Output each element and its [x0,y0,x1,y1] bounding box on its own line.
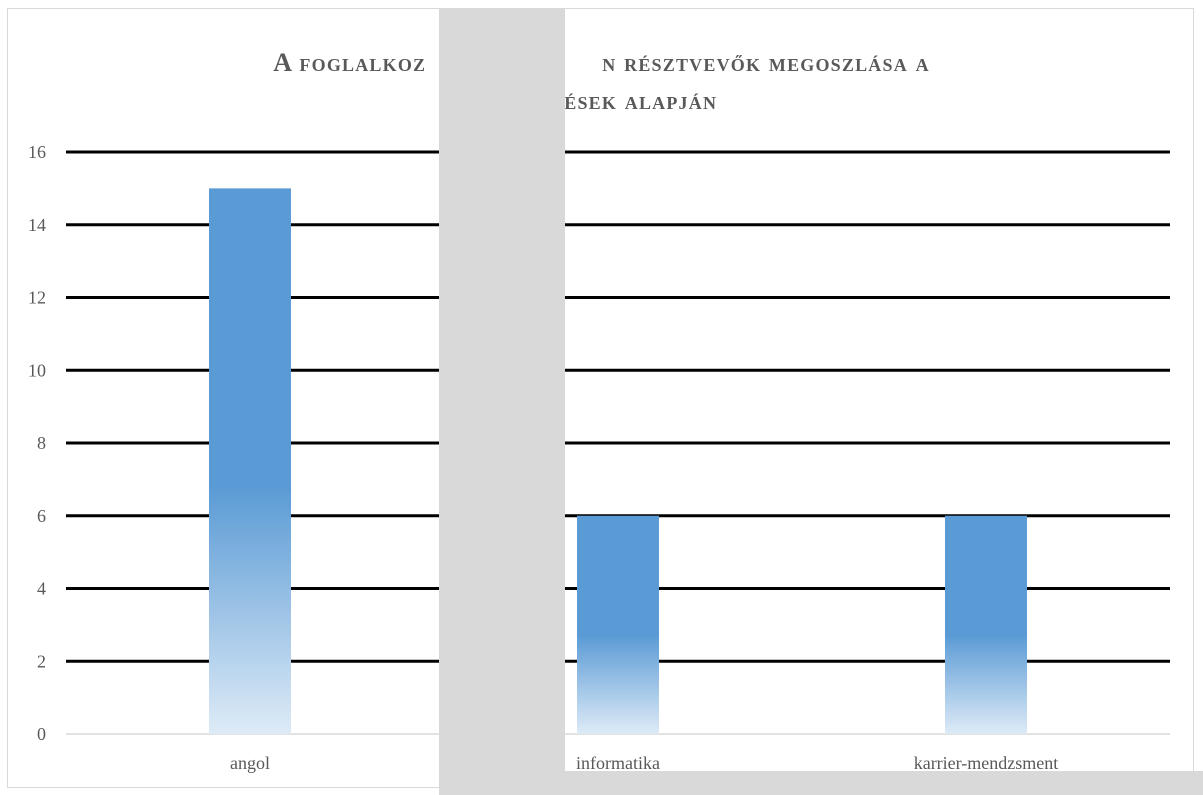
bar-karrier-mendzsment [945,515,1027,734]
chart-title-part-1a: A foglalkoz [273,48,427,77]
bar-angol [209,188,291,734]
chart-title-part-1b: n résztvevők megoszlása a [602,48,930,77]
y-tick-label-14: 14 [28,215,46,235]
x-tick-label-informatika: informatika [576,753,660,773]
chart-title-part-2: ezések alapján [537,86,718,115]
y-tick-label-10: 10 [28,360,46,380]
y-tick-label-4: 4 [37,579,46,599]
y-tick-label-2: 2 [37,651,46,671]
x-tick-label-karrier-mendzsment: karrier-mendzsment [914,753,1059,773]
y-tick-label-16: 16 [28,142,46,162]
x-axis-tick-labels: angol informatika karrier-mendzsment [230,753,1058,773]
y-tick-label-8: 8 [37,433,46,453]
y-tick-label-0: 0 [37,724,46,744]
chart-title-line-2: ezések alapján [0,82,1203,120]
gray-occluding-strip [439,771,1203,795]
bar-informatika [577,515,659,734]
y-axis-tick-labels: 0 2 4 6 8 10 12 14 16 [28,142,46,744]
y-tick-label-12: 12 [28,288,46,308]
y-tick-label-6: 6 [37,506,46,526]
chart-title: A foglalkoz n résztvevők megoszlása a ezé… [0,44,1203,120]
x-tick-label-angol: angol [230,753,270,773]
bars [209,188,1027,734]
chart-title-line-1: A foglalkoz n résztvevők megoszlása a [0,44,1203,82]
gray-occluding-panel [439,9,565,795]
